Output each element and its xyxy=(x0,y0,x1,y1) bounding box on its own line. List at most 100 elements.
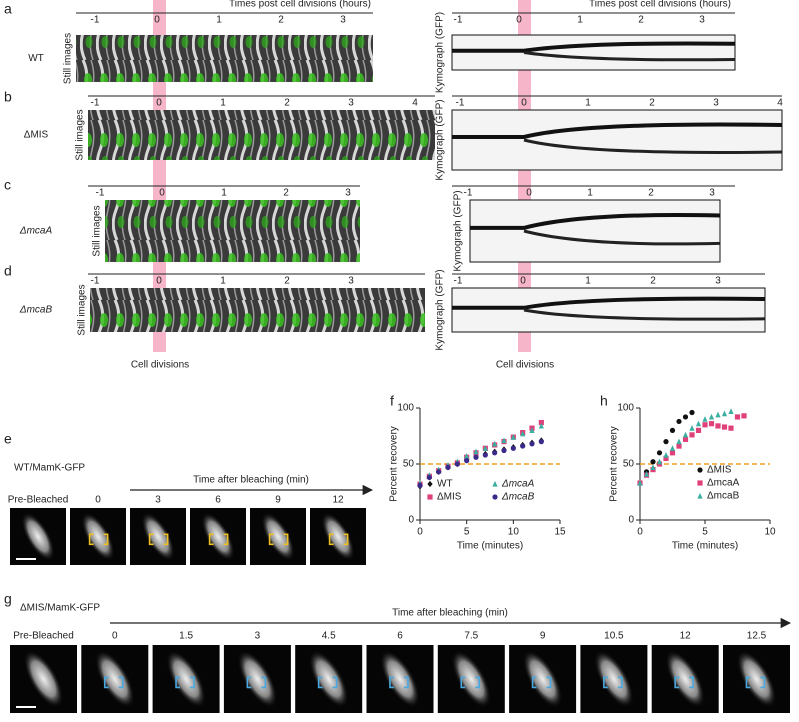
x-tick-label: 10 xyxy=(764,527,776,538)
time-tick-label: -1 xyxy=(464,188,473,199)
bleach-bracket xyxy=(674,676,694,689)
panel-label: b xyxy=(4,89,12,105)
strain-label: ΔmcaB xyxy=(19,305,53,316)
point xyxy=(454,461,460,467)
arrow-label: Time after bleaching (min) xyxy=(392,608,508,619)
cell xyxy=(308,649,349,709)
panel-label: f xyxy=(390,393,394,409)
time-tick-label: 0 xyxy=(520,276,526,287)
frame-label: 0 xyxy=(112,631,118,642)
frame-label: Pre-Bleached xyxy=(8,495,69,506)
point xyxy=(669,450,676,456)
still-image xyxy=(90,288,425,332)
point xyxy=(682,436,689,442)
point xyxy=(436,469,442,475)
point xyxy=(464,458,470,464)
time-tick-label: 2 xyxy=(283,188,289,199)
point xyxy=(663,455,669,461)
division-band xyxy=(518,0,531,352)
bleach-bracket xyxy=(389,676,409,689)
time-tick-label: 1 xyxy=(221,188,227,199)
legend-label: ΔmcaB xyxy=(501,492,535,503)
time-tick-label: 1 xyxy=(587,188,593,199)
frap-title: ΔMIS/MamK-GFP xyxy=(20,603,100,614)
time-tick-label: 3 xyxy=(713,98,719,109)
x-axis-label: Time (minutes) xyxy=(672,541,738,552)
legend-marker xyxy=(697,480,703,486)
point xyxy=(721,424,728,430)
y-tick-label: 100 xyxy=(617,403,634,414)
bleach-bracket xyxy=(88,533,109,546)
point xyxy=(689,425,695,431)
time-tick-label: -1 xyxy=(456,98,465,109)
still-label: Still images xyxy=(77,284,88,335)
point xyxy=(669,427,676,433)
point xyxy=(538,419,544,426)
y-tick-label: 0 xyxy=(628,515,634,526)
point xyxy=(656,450,663,456)
point xyxy=(492,440,498,447)
time-tick-label: 0 xyxy=(516,15,522,26)
point xyxy=(473,454,479,460)
point xyxy=(510,445,516,451)
kymo-label: Kymograph (GFP) xyxy=(435,269,446,350)
point xyxy=(529,441,535,447)
kymo-label: Kymograph (GFP) xyxy=(435,12,446,93)
still-image xyxy=(105,200,360,262)
panel-label: d xyxy=(4,263,12,279)
cell xyxy=(451,649,492,709)
point xyxy=(643,470,650,477)
point xyxy=(529,427,535,433)
panel-label: e xyxy=(4,431,12,447)
cell xyxy=(321,512,355,561)
time-tick-label: 4 xyxy=(777,98,783,109)
frame-label: 7.5 xyxy=(464,631,478,642)
point xyxy=(741,413,747,419)
y-tick-label: 0 xyxy=(408,515,414,526)
time-tick-label: 1 xyxy=(577,15,583,26)
kymo-track xyxy=(452,296,766,310)
point xyxy=(715,411,721,418)
frame-label: 3 xyxy=(155,495,161,506)
point xyxy=(728,408,734,414)
cell xyxy=(593,649,634,709)
point xyxy=(689,432,695,438)
x-tick-label: 0 xyxy=(417,527,423,538)
still-label: Still images xyxy=(63,33,74,84)
strain-label: WT xyxy=(28,53,44,64)
frame-label: 6 xyxy=(215,495,221,506)
time-tick-label: 1 xyxy=(220,98,226,109)
bleach-bracket xyxy=(268,533,289,546)
kymo-track xyxy=(523,138,783,154)
time-tick-label: -1 xyxy=(91,276,100,287)
y-tick-label: 50 xyxy=(403,459,415,470)
cell-divisions-label: Cell divisions xyxy=(131,360,189,371)
timeline-header: Times post cell divisions (hours) xyxy=(589,0,731,10)
bleach-bracket xyxy=(317,676,338,689)
time-tick-label: 1 xyxy=(220,276,226,287)
cell xyxy=(736,649,777,709)
point xyxy=(676,443,682,449)
point xyxy=(482,452,488,458)
cell xyxy=(522,649,563,709)
kymo-label: Kymograph (GFP) xyxy=(435,99,446,180)
still-image xyxy=(88,110,435,160)
point xyxy=(721,410,728,417)
frame-label: Pre-Bleached xyxy=(13,631,74,642)
point xyxy=(426,474,432,481)
still-image xyxy=(76,35,373,82)
kymo-track xyxy=(452,41,736,53)
y-tick-label: 50 xyxy=(623,459,635,470)
frame-label: 10.5 xyxy=(604,631,624,642)
point xyxy=(682,431,689,438)
cell-divisions-label: Cell divisions xyxy=(496,360,554,371)
bleach-bracket xyxy=(531,676,552,689)
cell xyxy=(237,649,278,709)
frap-title: WT/MamK-GFP xyxy=(14,463,85,474)
time-tick-label: -1 xyxy=(91,15,100,26)
point xyxy=(510,434,516,440)
point xyxy=(663,451,669,458)
panel-label: g xyxy=(4,591,12,607)
time-tick-label: 2 xyxy=(649,98,655,109)
legend-marker xyxy=(427,494,433,500)
